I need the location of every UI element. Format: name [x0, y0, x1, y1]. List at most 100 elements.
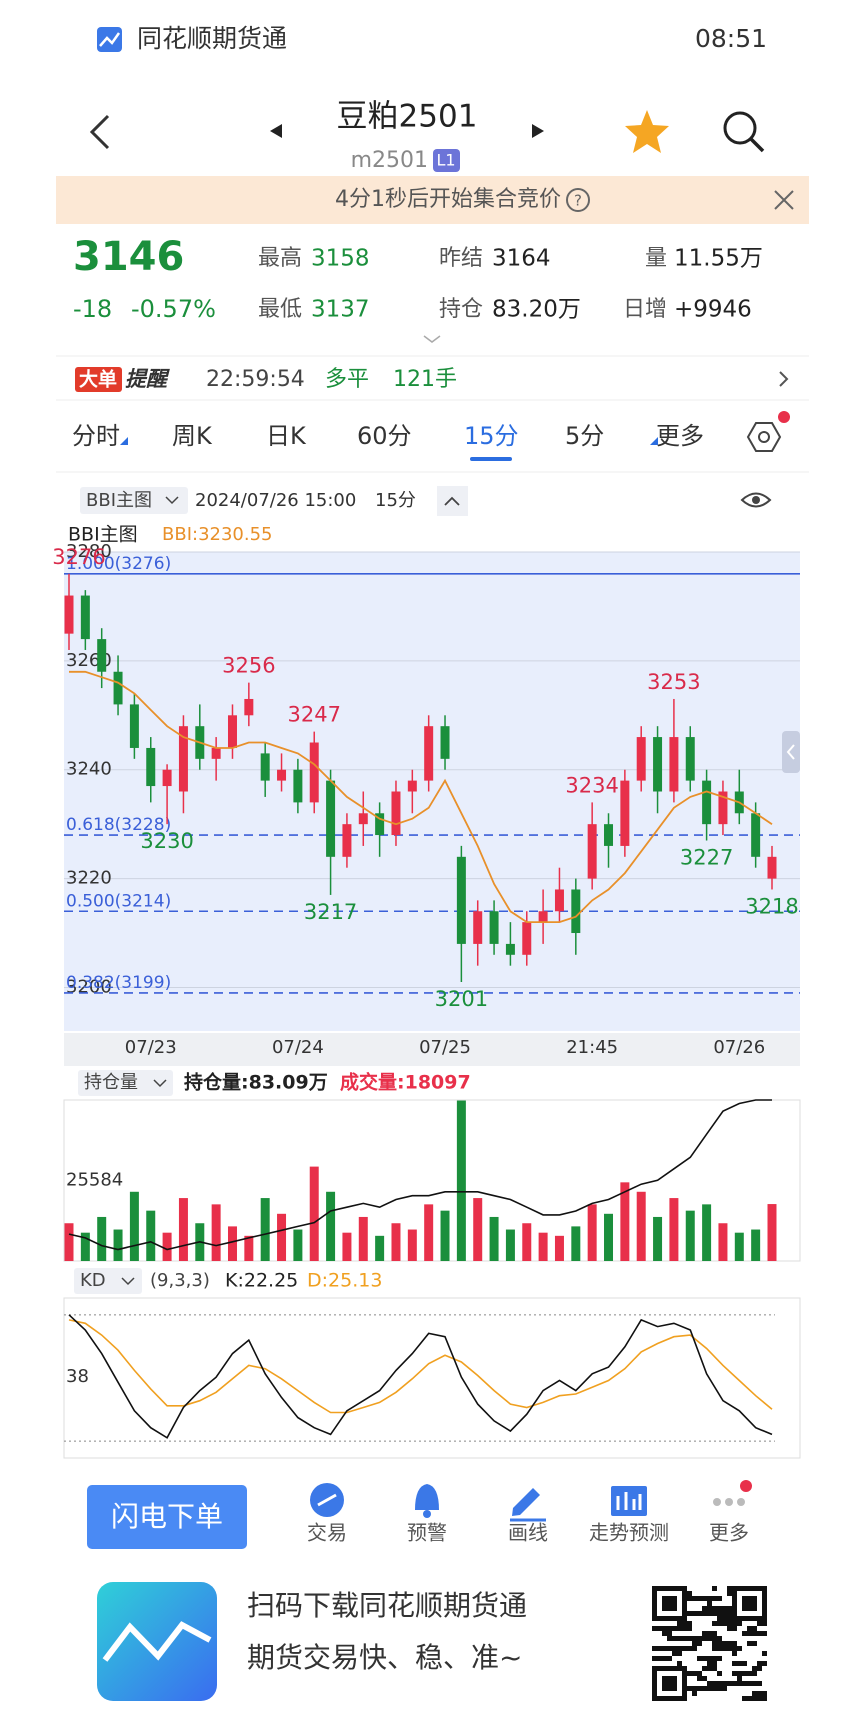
- qr-cell: [682, 1646, 687, 1651]
- candle-body: [587, 824, 597, 879]
- toolbar-label: 交易: [307, 1521, 347, 1545]
- search-handle: [749, 137, 765, 153]
- volume-legend: 成交量:18097: [340, 1071, 471, 1094]
- qr-cell: [762, 1651, 767, 1656]
- quick-order-button[interactable]: [87, 1485, 247, 1549]
- visibility-toggle[interactable]: [740, 492, 772, 508]
- volume-bar: [129, 1191, 139, 1261]
- indicator-select[interactable]: [80, 487, 188, 514]
- period-tab[interactable]: 60分: [357, 422, 412, 450]
- back-button[interactable]: [89, 114, 110, 150]
- alert-icon[interactable]: [415, 1484, 439, 1510]
- qr-cell: [707, 1596, 712, 1601]
- qr-cell: [702, 1596, 707, 1601]
- toolbar-label: 预警: [407, 1521, 447, 1545]
- period-tab[interactable]: 分时: [72, 422, 120, 450]
- candle-body: [702, 780, 712, 825]
- qr-cell: [722, 1616, 727, 1621]
- volume-bar: [391, 1223, 401, 1261]
- qr-cell: [717, 1596, 722, 1601]
- kd-panel: [63, 1297, 801, 1459]
- volume-bar: [64, 1223, 74, 1261]
- qr-cell: [667, 1646, 672, 1651]
- volume-bar: [587, 1204, 597, 1261]
- volume-bar: [326, 1191, 336, 1261]
- collapse-button[interactable]: [437, 486, 468, 516]
- period-tab[interactable]: 日K: [266, 422, 307, 450]
- extreme-label: 3227: [680, 845, 733, 869]
- quick-order-text: 闪电下单: [111, 1500, 223, 1533]
- period-tab[interactable]: 15分: [464, 422, 519, 450]
- draw-icon[interactable]: [512, 1488, 540, 1516]
- banner-close[interactable]: [774, 190, 794, 210]
- candle-body: [260, 753, 270, 781]
- next-contract[interactable]: [532, 124, 544, 138]
- qr-cell: [687, 1636, 692, 1641]
- settings-button[interactable]: [746, 422, 782, 452]
- kd-select[interactable]: [74, 1268, 142, 1294]
- field-value: 3158: [311, 246, 370, 272]
- qr-cell: [672, 1636, 677, 1641]
- qr-cell: [697, 1656, 702, 1661]
- qr-finder-core: [662, 1676, 677, 1691]
- volume-bar: [653, 1216, 663, 1261]
- qr-cell: [727, 1626, 732, 1631]
- more-dot[interactable]: [713, 1498, 721, 1506]
- qr-cell: [697, 1596, 702, 1601]
- expand-chevron[interactable]: [423, 335, 441, 343]
- qr-cell: [722, 1681, 727, 1686]
- auction-banner: [56, 176, 809, 224]
- candle-body: [162, 769, 172, 787]
- field-label: 持仓: [439, 297, 483, 322]
- qr-cell: [717, 1646, 722, 1651]
- volume-bar: [260, 1198, 270, 1261]
- sub-indicator-select[interactable]: [78, 1070, 173, 1096]
- qr-cell: [702, 1606, 707, 1611]
- qr-cell: [672, 1646, 677, 1651]
- favorite-star[interactable]: [625, 110, 669, 153]
- volume-bar: [178, 1198, 188, 1261]
- forecast-icon[interactable]: [611, 1486, 647, 1516]
- indicator-name: BBI主图: [86, 490, 152, 511]
- contract-code: m2501: [351, 148, 428, 173]
- volume-bar: [473, 1198, 483, 1261]
- period-tab[interactable]: 周K: [172, 422, 213, 450]
- qr-cell: [717, 1671, 722, 1676]
- qr-cell: [717, 1606, 722, 1611]
- candle-body: [473, 911, 483, 944]
- side-tab[interactable]: [782, 731, 800, 773]
- field-value: 83.20万: [492, 297, 581, 323]
- field-value: 3137: [311, 297, 370, 323]
- toolbar-label: 更多: [709, 1521, 749, 1545]
- big-order-more[interactable]: [779, 371, 789, 387]
- candle-body: [211, 747, 221, 759]
- qr-cell: [737, 1646, 742, 1651]
- qr-cell: [712, 1661, 717, 1666]
- qr-cell: [737, 1661, 742, 1666]
- kd-chart: 38: [64, 1314, 775, 1442]
- qr-cell: [682, 1636, 687, 1641]
- volume-bar: [146, 1210, 156, 1261]
- search-button[interactable]: [723, 111, 757, 145]
- qr-cell: [692, 1641, 697, 1646]
- period-tab[interactable]: 更多: [656, 422, 704, 450]
- qr-cell: [717, 1611, 722, 1616]
- qr-cell: [747, 1631, 752, 1636]
- alert-icon-base: [423, 1510, 431, 1518]
- period-tab[interactable]: 5分: [565, 422, 604, 450]
- prev-contract[interactable]: [270, 124, 282, 138]
- candle-body: [653, 737, 663, 792]
- qr-cell: [727, 1611, 732, 1616]
- candle-body: [391, 791, 401, 836]
- last-price: 3146: [73, 234, 184, 280]
- qr-cell: [702, 1676, 707, 1681]
- field-value: 11.55万: [674, 246, 763, 272]
- field-label: 最高: [258, 246, 302, 271]
- qr-cell: [662, 1631, 667, 1636]
- extreme-label: 3253: [647, 670, 700, 694]
- level-badge-text: L1: [436, 151, 455, 170]
- qr-cell: [727, 1641, 732, 1646]
- help-icon[interactable]: [566, 188, 590, 212]
- k-legend: K:22.25: [225, 1270, 298, 1292]
- volume-bar: [718, 1223, 728, 1261]
